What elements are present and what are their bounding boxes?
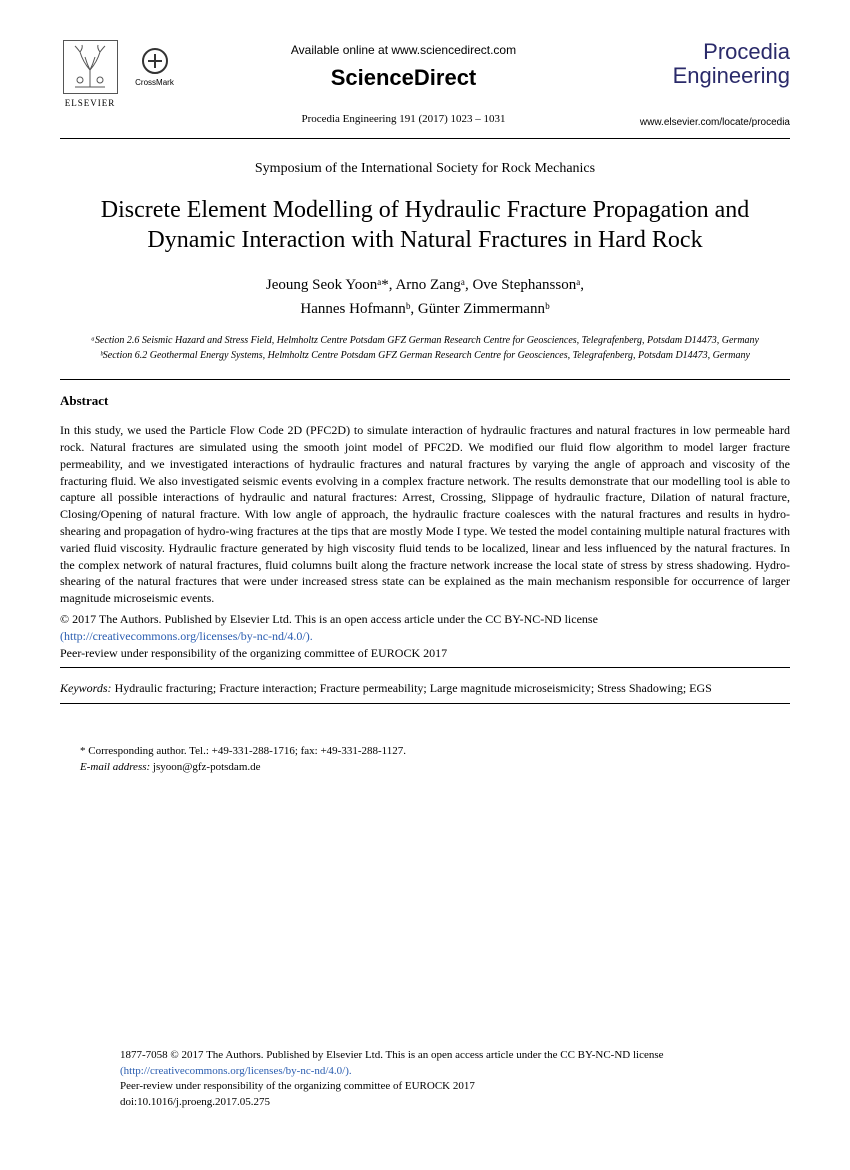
citation-line: Procedia Engineering 191 (2017) 1023 – 1… bbox=[187, 112, 620, 127]
header-logos: ELSEVIER CrossMark bbox=[60, 40, 177, 110]
crossmark-badge[interactable]: CrossMark bbox=[132, 48, 177, 88]
elsevier-logo: ELSEVIER bbox=[60, 40, 120, 110]
email-address: jsyoon@gfz-potsdam.de bbox=[150, 761, 260, 773]
article-title: Discrete Element Modelling of Hydraulic … bbox=[60, 195, 790, 255]
page-header: ELSEVIER CrossMark Available online at w… bbox=[60, 40, 790, 139]
journal-url[interactable]: www.elsevier.com/locate/procedia bbox=[630, 116, 790, 130]
abstract-body: In this study, we used the Particle Flow… bbox=[60, 422, 790, 607]
elsevier-tree-icon bbox=[63, 40, 118, 94]
copyright-block: © 2017 The Authors. Published by Elsevie… bbox=[60, 611, 790, 661]
footer-license-link[interactable]: (http://creativecommons.org/licenses/by-… bbox=[120, 1064, 730, 1079]
keywords-block: Keywords: Hydraulic fracturing; Fracture… bbox=[60, 680, 790, 697]
available-online-text: Available online at www.sciencedirect.co… bbox=[187, 42, 620, 59]
affiliation-a: ᵃSection 2.6 Seismic Hazard and Stress F… bbox=[60, 333, 790, 348]
authors-line-1: Jeoung Seok Yoonᵃ*, Arno Zangᵃ, Ove Step… bbox=[60, 273, 790, 297]
header-center: Available online at www.sciencedirect.co… bbox=[177, 40, 630, 127]
authors-line-2: Hannes Hofmannᵇ, Günter Zimmermannᵇ bbox=[60, 297, 790, 321]
footer-doi: doi:10.1016/j.proeng.2017.05.275 bbox=[120, 1095, 730, 1110]
authors-block: Jeoung Seok Yoonᵃ*, Arno Zangᵃ, Ove Step… bbox=[60, 273, 790, 321]
footer-peer-review: Peer-review under responsibility of the … bbox=[120, 1079, 730, 1094]
corresponding-note: * Corresponding author. Tel.: +49-331-28… bbox=[80, 744, 790, 759]
affiliation-b: ᵇSection 6.2 Geothermal Energy Systems, … bbox=[60, 348, 790, 363]
crossmark-icon bbox=[142, 48, 168, 74]
copyright-line: © 2017 The Authors. Published by Elsevie… bbox=[60, 612, 598, 626]
divider-top bbox=[60, 379, 790, 380]
symposium-line: Symposium of the International Society f… bbox=[60, 159, 790, 179]
email-label: E-mail address: bbox=[80, 761, 150, 773]
keywords-label: Keywords: bbox=[60, 681, 112, 695]
affiliations-block: ᵃSection 2.6 Seismic Hazard and Stress F… bbox=[60, 333, 790, 363]
corresponding-author: * Corresponding author. Tel.: +49-331-28… bbox=[60, 744, 790, 775]
license-link[interactable]: (http://creativecommons.org/licenses/by-… bbox=[60, 629, 313, 643]
divider-bottom bbox=[60, 703, 790, 704]
journal-block: Procedia Engineering www.elsevier.com/lo… bbox=[630, 40, 790, 130]
keywords-text: Hydraulic fracturing; Fracture interacti… bbox=[112, 681, 712, 695]
abstract-heading: Abstract bbox=[60, 392, 790, 410]
sciencedirect-logo: ScienceDirect bbox=[187, 63, 620, 94]
journal-title-2: Engineering bbox=[630, 64, 790, 88]
page-footer: 1877-7058 © 2017 The Authors. Published … bbox=[120, 1048, 730, 1110]
divider-mid bbox=[60, 667, 790, 668]
peer-review-line: Peer-review under responsibility of the … bbox=[60, 646, 447, 660]
crossmark-label: CrossMark bbox=[135, 77, 174, 88]
elsevier-label: ELSEVIER bbox=[65, 97, 116, 110]
footer-issn: 1877-7058 © 2017 The Authors. Published … bbox=[120, 1048, 730, 1063]
journal-title-1: Procedia bbox=[630, 40, 790, 64]
